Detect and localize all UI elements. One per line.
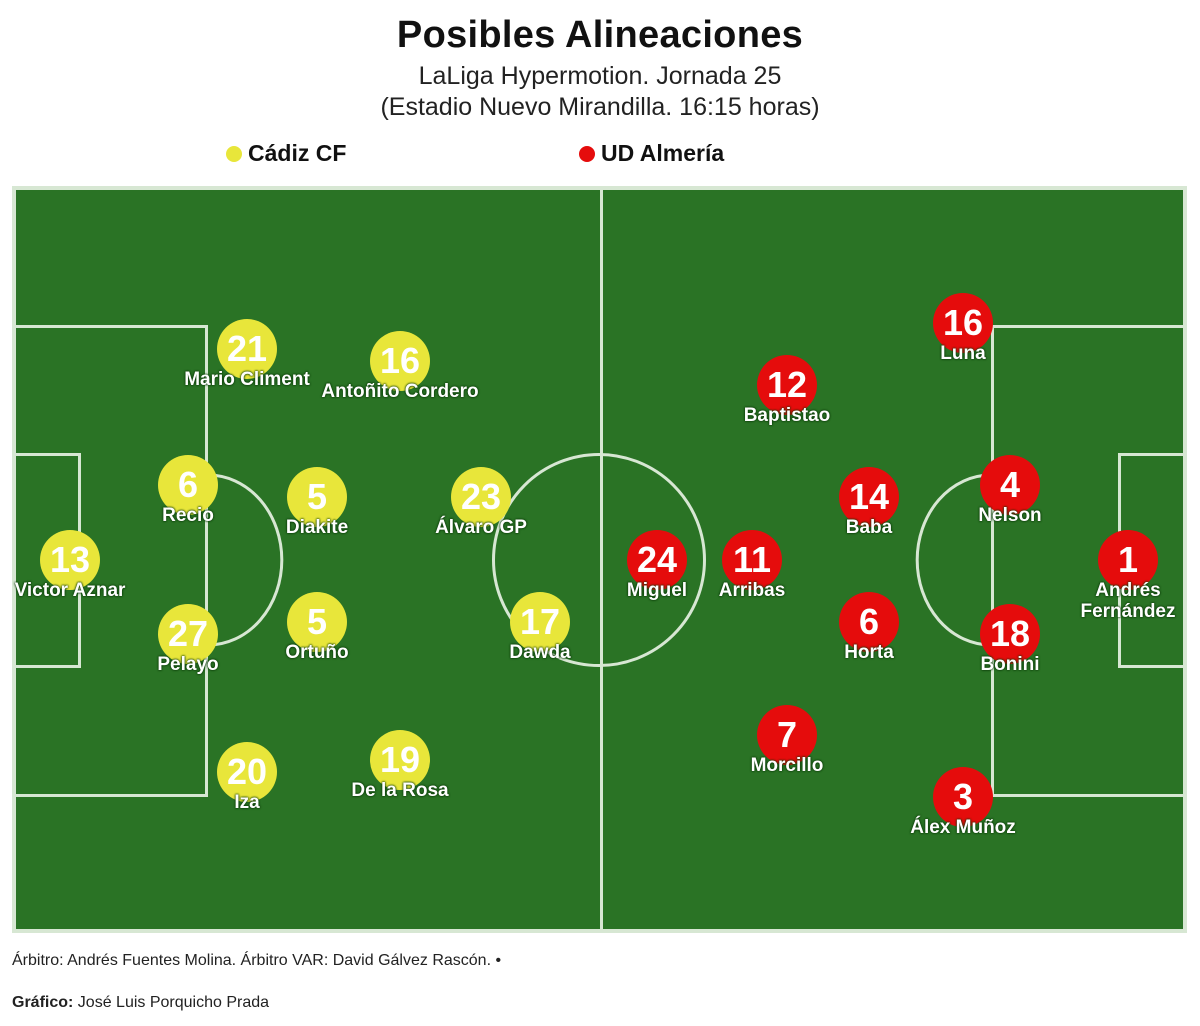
left-goal-area-bottom <box>16 665 81 668</box>
right-penalty-area-bottom <box>991 794 1183 797</box>
away-player-number: 16 <box>933 293 993 353</box>
right-penalty-area-side <box>991 325 994 797</box>
home-player-number: 5 <box>287 467 347 527</box>
graphic-credit-author: José Luis Porquicho Prada <box>77 994 270 1011</box>
home-player-name: Álvaro GP <box>435 517 527 538</box>
away-player-number: 14 <box>839 467 899 527</box>
away-player-number: 4 <box>980 455 1040 515</box>
away-player-number: 3 <box>933 767 993 827</box>
home-player-number: 6 <box>158 455 218 515</box>
home-player-name: Victor Aznar <box>14 580 126 601</box>
home-player-name: Dawda <box>509 642 571 663</box>
legend-home-label: Cádiz CF <box>248 140 347 166</box>
left-penalty-arc <box>207 473 284 647</box>
right-penalty-arc <box>915 473 992 647</box>
home-player-name: De la Rosa <box>351 780 449 801</box>
away-player-name: Miguel <box>626 580 688 601</box>
away-player-name: Arribas <box>718 580 786 601</box>
away-player-name: Álex Muñoz <box>910 817 1016 838</box>
away-player-name: Morcillo <box>750 755 824 776</box>
home-player-name: Iza <box>234 792 260 813</box>
away-player-number: 11 <box>722 530 782 590</box>
away-color-dot <box>579 145 595 162</box>
legend-home: Cádiz CF <box>226 140 346 167</box>
home-player-number: 16 <box>370 331 430 391</box>
home-player-name: Pelayo <box>157 654 219 675</box>
home-player-name: Ortuño <box>285 642 349 663</box>
chart-title: Posibles Alineaciones <box>396 14 804 56</box>
home-player-number: 23 <box>451 467 511 527</box>
penalty-arcs <box>207 473 992 647</box>
left-goal-area-top <box>16 453 81 456</box>
home-player-number: 27 <box>158 604 218 664</box>
left-penalty-area-side <box>205 325 208 797</box>
home-player-number: 20 <box>217 742 277 802</box>
right-goal-area-top <box>1118 453 1183 456</box>
away-player-name: Nelson <box>978 505 1042 526</box>
away-player-number: 18 <box>980 604 1040 664</box>
away-player-number: 6 <box>839 592 899 652</box>
home-color-dot <box>226 145 242 162</box>
left-penalty-area-bottom <box>16 794 208 797</box>
away-player-number: 7 <box>757 705 817 765</box>
home-player-number: 17 <box>510 592 570 652</box>
home-player-number: 5 <box>287 592 347 652</box>
graphic-credit: Gráfico: José Luis Porquicho Prada <box>12 994 269 1012</box>
away-player-name: Baba <box>845 517 893 538</box>
away-player-number: 24 <box>627 530 687 590</box>
referee-note: Árbitro: Andrés Fuentes Molina. Árbitro … <box>12 952 502 969</box>
subtitle-venue: (Estadio Nuevo Mirandilla. 16:15 horas) <box>380 93 820 121</box>
away-player-number: 12 <box>757 355 817 415</box>
away-player-name: Baptistao <box>743 405 831 426</box>
away-player-name: Andrés Fernández <box>1080 580 1176 622</box>
graphic-credit-label: Gráfico: <box>12 994 74 1011</box>
home-player-number: 19 <box>370 730 430 790</box>
away-player-name: Bonini <box>980 654 1040 675</box>
center-circle <box>492 453 706 667</box>
home-player-number: 13 <box>40 530 100 590</box>
home-player-name: Diakite <box>285 517 349 538</box>
right-penalty-area-top <box>991 325 1183 328</box>
away-player-name: Horta <box>844 642 894 663</box>
football-pitch: 13 Victor Aznar 21 Mario Climent 6 Recio 27 Pel… <box>12 186 1187 933</box>
home-player-number: 21 <box>217 319 277 379</box>
right-goal-area-bottom <box>1118 665 1183 668</box>
away-player-number: 1 <box>1098 530 1158 590</box>
left-penalty-area-top <box>16 325 208 328</box>
home-player-name: Antoñito Cordero <box>321 381 479 402</box>
home-player-name: Mario Climent <box>184 369 310 390</box>
home-player-name: Recio <box>162 505 214 526</box>
away-player-name: Luna <box>940 343 986 364</box>
subtitle-competition: LaLiga Hypermotion. Jornada 25 <box>418 62 782 90</box>
legend-away: UD Almería <box>579 140 724 167</box>
legend-away-label: UD Almería <box>601 140 725 166</box>
